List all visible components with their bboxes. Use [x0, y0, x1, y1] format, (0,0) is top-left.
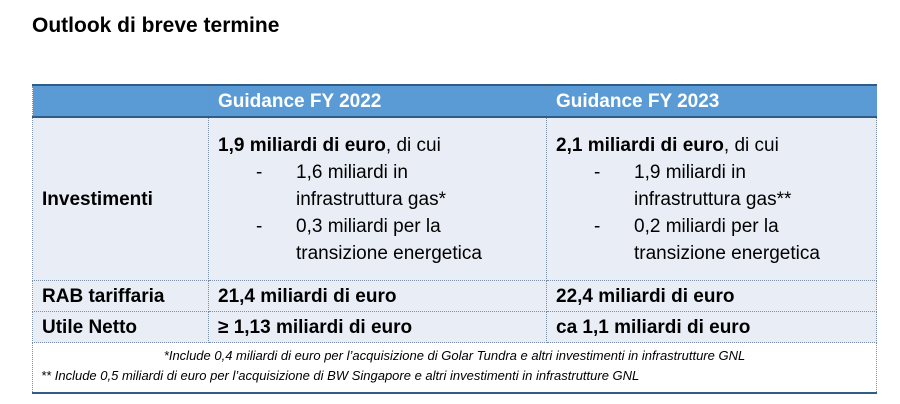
- investimenti-fy2023-lead-rest: , di cui: [723, 134, 779, 156]
- list-item-continuation: transizione energetica: [218, 240, 537, 267]
- investimenti-fy2023-total: 2,1 miliardi di euro: [556, 134, 724, 156]
- investimenti-fy2023-list: - 1,9 miliardi in infrastruttura gas** - 0…: [556, 159, 867, 267]
- list-item-line: 0,3 miliardi per la: [296, 215, 441, 237]
- investimenti-fy2022-total: 1,9 miliardi di euro: [218, 134, 386, 156]
- table-row-rab: RAB tariffaria 21,4 miliardi di euro 22,…: [32, 280, 877, 312]
- investimenti-fy2022-lead-rest: , di cui: [385, 134, 441, 156]
- list-item-line: transizione energetica: [296, 242, 482, 264]
- footnote-2: ** Include 0,5 miliardi di euro per l’ac…: [41, 368, 640, 383]
- dash-bullet: -: [594, 161, 601, 183]
- footnote-1: *Include 0,4 miliardi di euro per l’acqu…: [163, 348, 746, 363]
- list-item-line: 0,2 miliardi per la: [634, 215, 779, 237]
- header-empty-cell: [32, 84, 209, 118]
- rab-fy2022-value: 21,4 miliardi di euro: [208, 280, 547, 312]
- dash-bullet: -: [256, 215, 263, 237]
- list-item: - 1,6 miliardi in: [218, 159, 537, 186]
- investimenti-fy2023-cell: 2,1 miliardi di euro, di cui - 1,9 miliar…: [546, 116, 877, 281]
- list-item: - 0,3 miliardi per la: [218, 213, 537, 240]
- list-item-line: 1,6 miliardi in: [296, 161, 408, 183]
- header-fy2022: Guidance FY 2022: [208, 84, 547, 118]
- row-label-rab: RAB tariffaria: [32, 280, 209, 312]
- list-item-line: infrastruttura gas**: [634, 188, 792, 210]
- header-fy2023: Guidance FY 2023: [546, 84, 877, 118]
- rab-fy2023-value: 22,4 miliardi di euro: [546, 280, 877, 312]
- list-item-line: transizione energetica: [634, 242, 820, 264]
- list-item-line: 1,9 miliardi in: [634, 161, 746, 183]
- investimenti-fy2022-list: - 1,6 miliardi in infrastruttura gas* - 0,…: [218, 159, 537, 267]
- investimenti-fy2022-cell: 1,9 miliardi di euro, di cui - 1,6 miliar…: [208, 116, 547, 281]
- page-title: Outlook di breve termine: [32, 14, 280, 37]
- dash-bullet: -: [256, 161, 263, 183]
- list-item-continuation: infrastruttura gas*: [218, 186, 537, 213]
- row-label-investimenti: Investimenti: [32, 116, 209, 281]
- list-item-continuation: transizione energetica: [556, 240, 867, 267]
- investimenti-fy2023-lead: 2,1 miliardi di euro, di cui: [556, 132, 867, 159]
- row-label-utile: Utile Netto: [32, 311, 209, 343]
- utile-fy2023-value: ca 1,1 miliardi di euro: [546, 311, 877, 343]
- table-row-investimenti: Investimenti 1,9 miliardi di euro, di cu…: [32, 116, 877, 281]
- list-item-line: infrastruttura gas*: [296, 188, 446, 210]
- footnotes-cell: *Include 0,4 miliardi di euro per l’acqu…: [32, 342, 877, 394]
- table-row-utile: Utile Netto ≥ 1,13 miliardi di euro ca 1…: [32, 311, 877, 343]
- table-notes-row: *Include 0,4 miliardi di euro per l’acqu…: [32, 342, 877, 394]
- dash-bullet: -: [594, 215, 601, 237]
- list-item: - 1,9 miliardi in: [556, 159, 867, 186]
- list-item: - 0,2 miliardi per la: [556, 213, 867, 240]
- list-item-continuation: infrastruttura gas**: [556, 186, 867, 213]
- outlook-table: Guidance FY 2022 Guidance FY 2023 Invest…: [32, 84, 877, 394]
- investimenti-fy2022-lead: 1,9 miliardi di euro, di cui: [218, 132, 537, 159]
- table-header-row: Guidance FY 2022 Guidance FY 2023: [32, 84, 877, 118]
- utile-fy2022-value: ≥ 1,13 miliardi di euro: [208, 311, 547, 343]
